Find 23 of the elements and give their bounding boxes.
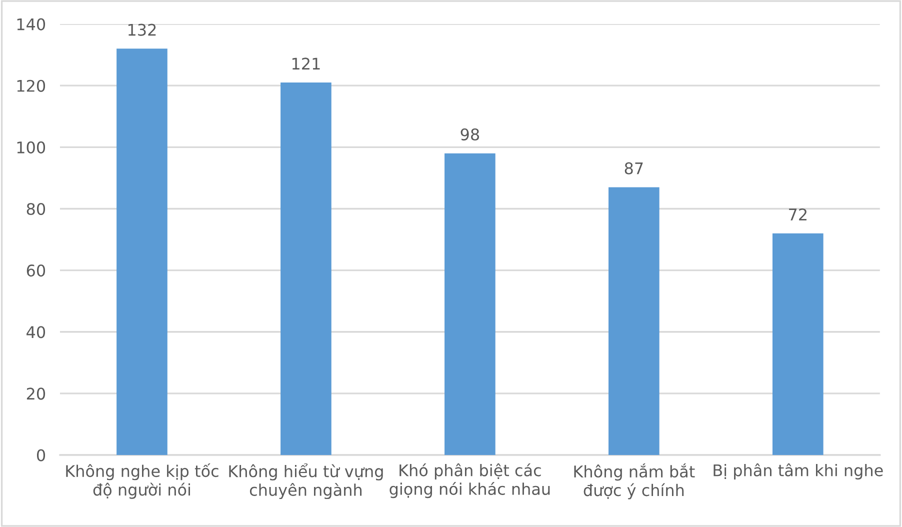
x-tick-label: Không nắm bắt được ý chính xyxy=(574,463,695,500)
y-tick-label: 20 xyxy=(26,388,46,400)
x-tick-label: Không nghe kịp tốc độ người nói xyxy=(66,463,218,499)
y-tick-label: 60 xyxy=(26,264,46,277)
y-tick-label: 80 xyxy=(26,202,46,216)
y-tick-label: 140 xyxy=(17,18,46,30)
x-tick-label: Không hiểu từ vựng chuyên ngành xyxy=(229,463,383,500)
bar xyxy=(444,153,496,456)
x-tick-label: Bị phân tâm khi nghe xyxy=(714,463,883,480)
y-tick-label: 0 xyxy=(36,449,46,462)
y-tick-label: 40 xyxy=(26,326,46,338)
x-tick-label: Khó phân biệt các giọng nói khác nhau xyxy=(390,463,550,498)
data-label: 72 xyxy=(789,208,806,220)
data-label: 132 xyxy=(128,24,156,36)
bar xyxy=(280,82,332,456)
bar xyxy=(772,233,824,456)
data-label: 121 xyxy=(292,58,320,70)
data-label: 98 xyxy=(460,128,480,141)
y-tick-label: 120 xyxy=(17,80,46,92)
bar xyxy=(116,48,168,456)
y-tick-label: 100 xyxy=(17,141,46,154)
data-label: 87 xyxy=(624,162,643,174)
bar xyxy=(608,187,660,456)
